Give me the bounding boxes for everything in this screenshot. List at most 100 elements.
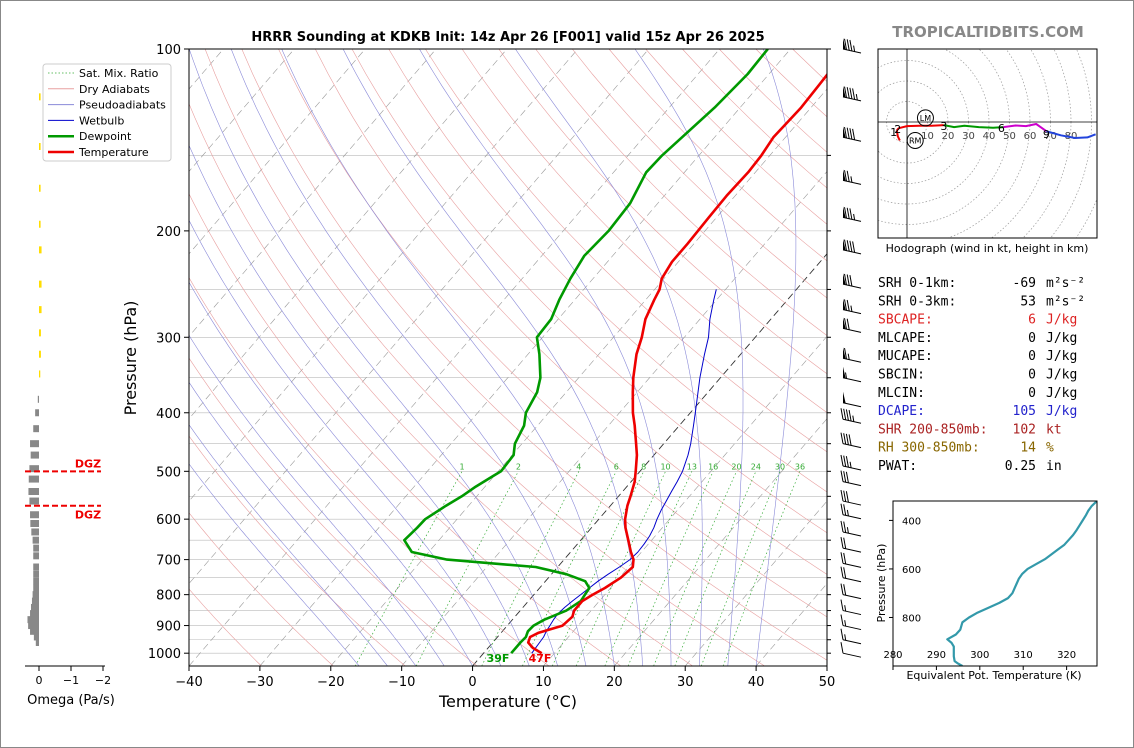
x-tick-label: 50: [819, 675, 836, 690]
isotherm: [614, 418, 827, 666]
hodograph-caption: Hodograph (wind in kt, height in km): [886, 242, 1089, 255]
y-tick-label: 200: [156, 225, 181, 240]
skewt-xlabel: Temperature (°C): [438, 692, 577, 711]
x-tick-label: 0: [468, 675, 476, 690]
mixing-ratio-line: [522, 471, 617, 666]
theta-e-x-tick-label: 290: [927, 650, 946, 661]
wind-barb: [840, 454, 862, 471]
isotherm: [189, 49, 720, 666]
param-label: DCAPE:: [878, 404, 925, 419]
surface-dewpoint-label: 39F: [487, 652, 510, 665]
legend-label: Dry Adiabats: [79, 83, 150, 96]
hodograph-ring-label: 20: [942, 131, 955, 142]
pseudoadiabat: [342, 49, 643, 666]
param-value: 6: [1028, 313, 1036, 328]
x-tick-label: −30: [246, 675, 273, 690]
omega-bar: [30, 451, 39, 459]
hodograph-frame: [877, 48, 1098, 239]
mixing-ratio-label: 6: [614, 462, 619, 471]
dgz-label: DGZ: [75, 509, 101, 522]
hodograph-height-label: 9: [1043, 128, 1050, 141]
isotherm: [826, 665, 827, 666]
dry-adiabat: [388, 49, 827, 493]
x-tick-label: −20: [317, 675, 344, 690]
omega-bar: [33, 577, 39, 585]
theta-e-ylabel: Pressure (hPa): [875, 544, 888, 623]
pseudoadiabat: [755, 49, 797, 666]
wind-barb: [840, 537, 862, 553]
pseudoadiabat: [230, 49, 587, 666]
x-tick-label: −40: [175, 675, 202, 690]
mixing-ratio-line: [354, 471, 463, 666]
dry-adiabat: [204, 49, 765, 666]
theta-e-x-tick-label: 300: [970, 650, 989, 661]
param-unit: J/kg: [1046, 368, 1077, 383]
omega-bar: [35, 638, 39, 646]
mixing-ratio-label: 10: [660, 462, 670, 471]
hodograph-segment: [1003, 123, 1047, 133]
storm-motion-label: LM: [920, 114, 931, 123]
omega-bar: [29, 497, 39, 505]
omega-bar: [33, 584, 39, 592]
isotherm: [1, 49, 11, 666]
wind-barb: [840, 408, 862, 424]
hodograph-ring-label: 60: [1024, 131, 1037, 142]
hodograph-height-label: 2: [894, 123, 901, 136]
omega-bar: [32, 591, 39, 599]
hodograph-segment: [943, 124, 1004, 129]
omega-bar: [33, 425, 39, 433]
param-value: 0: [1028, 331, 1036, 346]
mixing-ratio-line: [700, 471, 781, 666]
omega-bar: [28, 622, 39, 630]
theta-e-y-tick-label: 400: [902, 516, 921, 527]
legend-label: Pseudoadiabats: [79, 99, 166, 112]
skewt-profiles: [402, 49, 827, 655]
dry-adiabat: [189, 588, 262, 666]
dry-adiabat: [278, 49, 827, 618]
hodograph-ring-label: 30: [962, 131, 975, 142]
param-label: SRH 0-1km:: [878, 276, 956, 291]
wind-barb: [842, 206, 862, 222]
wind-barbs: [840, 38, 862, 658]
mixing-ratio-line: [722, 471, 801, 666]
legend-label: Sat. Mix. Ratio: [79, 67, 159, 80]
x-tick-label: 40: [748, 675, 765, 690]
omega-bar: [31, 597, 39, 605]
param-value: 105: [1013, 404, 1036, 419]
sounding-parameters: SRH 0-1km: -69 m²s⁻² SRH 0-3km: 53 m²s⁻² SBCAP…: [878, 276, 1085, 474]
profile-temperature: [526, 72, 827, 655]
param-unit: in: [1046, 459, 1062, 474]
legend-label: Dewpoint: [79, 130, 132, 143]
omega-xlabel: Omega (Pa/s): [27, 693, 115, 708]
omega-bar: [30, 627, 39, 635]
omega-bar: [39, 184, 41, 192]
wind-barb: [840, 628, 862, 645]
isotherm-zero: [472, 253, 827, 666]
pseudoadiabat: [281, 49, 615, 666]
wind-barb: [840, 503, 862, 520]
hodograph-height-label: 3: [940, 120, 947, 133]
theta-e-x-tick-label: 320: [1057, 650, 1076, 661]
omega-tick-label: −2: [95, 674, 111, 687]
mixing-ratio-line: [575, 471, 666, 666]
theta-e-x-tick-label: 310: [1014, 650, 1033, 661]
wind-barb: [840, 566, 862, 583]
param-unit: J/kg: [1046, 331, 1077, 346]
param-value: 102: [1013, 422, 1036, 437]
omega-bar: [39, 370, 41, 378]
pseudoadiabat: [189, 424, 388, 666]
x-tick-label: 30: [677, 675, 694, 690]
pseudoadiabat: [634, 49, 744, 666]
y-tick-label: 600: [156, 513, 181, 528]
wind-barb: [842, 366, 862, 383]
omega-bar: [33, 544, 39, 552]
wind-barb: [840, 520, 862, 537]
hodograph-segment: [1046, 130, 1096, 139]
isotherm: [259, 49, 791, 666]
param-label: MUCAPE:: [878, 349, 933, 364]
mixing-ratio-label: 30: [775, 462, 785, 471]
dry-adiabat: [189, 193, 622, 666]
mixing-ratio-label: 16: [708, 462, 718, 471]
mixing-ratio-label: 2: [516, 462, 521, 471]
storm-motion-marker: [906, 131, 924, 149]
